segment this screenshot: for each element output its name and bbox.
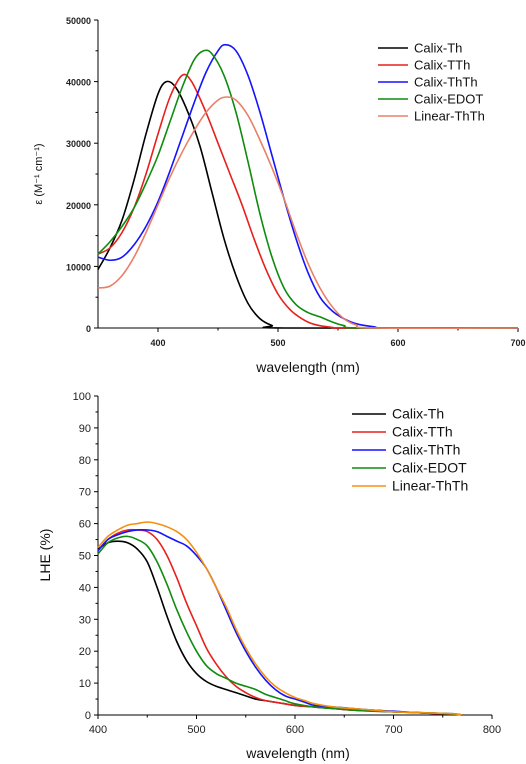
legend-label: Calix-EDOT [392, 460, 467, 476]
y-tick-label: 30 [79, 614, 91, 626]
x-tick-label: 700 [384, 724, 402, 736]
legend-label: Calix-ThTh [392, 442, 460, 458]
legend-label: Calix-Th [392, 406, 444, 422]
y-tick-label: 40000 [66, 78, 91, 88]
x-tick-label: 600 [390, 338, 405, 348]
y-tick-label: 0 [85, 710, 91, 722]
x-tick-label: 400 [89, 724, 107, 736]
y-tick-label: 40 [79, 582, 91, 594]
series-line-linear-thth [97, 521, 463, 716]
y-tick-label: 50 [79, 551, 91, 563]
legend-label: Calix-TTh [414, 58, 470, 73]
legend-label: Calix-ThTh [414, 75, 478, 90]
y-axis-label: LHE (%) [37, 529, 53, 582]
y-tick-label: 10000 [66, 262, 91, 272]
legend-label: Linear-ThTh [414, 109, 485, 124]
x-tick-label: 600 [286, 724, 304, 736]
legend-label: Calix-EDOT [414, 92, 483, 107]
x-tick-label: 800 [483, 724, 501, 736]
y-tick-label: 20000 [66, 201, 91, 211]
legend-label: Calix-TTh [392, 424, 453, 440]
series-line-calix-edot [97, 49, 519, 329]
y-tick-label: 20 [79, 646, 91, 658]
series-line-calix-tth [97, 73, 519, 329]
x-axis-label: wavelength (nm) [245, 745, 350, 761]
y-tick-label: 90 [79, 423, 91, 435]
y-tick-label: 70 [79, 487, 91, 499]
y-tick-label: 50000 [66, 16, 91, 26]
x-tick-label: 500 [187, 724, 205, 736]
chart-1: 400 500 600 700 0 10000 20000 30000 40000 50000 wa… [33, 16, 526, 375]
series-line-calix-edot [97, 535, 463, 716]
series-line-linear-thth [97, 96, 519, 330]
x-tick-label: 500 [270, 338, 285, 348]
y-tick-label: 60 [79, 519, 91, 531]
x-axis-label: wavelength (nm) [255, 359, 360, 375]
series-line-calix-thth [97, 528, 463, 716]
y-tick-label: 10 [79, 678, 91, 690]
x-tick-label: 700 [510, 338, 525, 348]
y-axis-label: ε (M⁻¹ cm⁻¹) [33, 143, 45, 204]
y-tick-label: 80 [79, 455, 91, 467]
y-tick-label: 30000 [66, 139, 91, 149]
legend-label: Calix-Th [414, 41, 462, 56]
legend-label: Linear-ThTh [392, 478, 468, 494]
y-tick-label: 0 [86, 324, 91, 334]
x-tick-label: 400 [150, 338, 165, 348]
chart-2: 400 500 600 700 800 0 10 20 30 40 50 60 70 80 90 100 wav… [37, 391, 501, 761]
y-tick-label: 100 [73, 391, 91, 403]
series-line-calix-tth [97, 528, 463, 716]
series-line-calix-th [97, 80, 519, 329]
